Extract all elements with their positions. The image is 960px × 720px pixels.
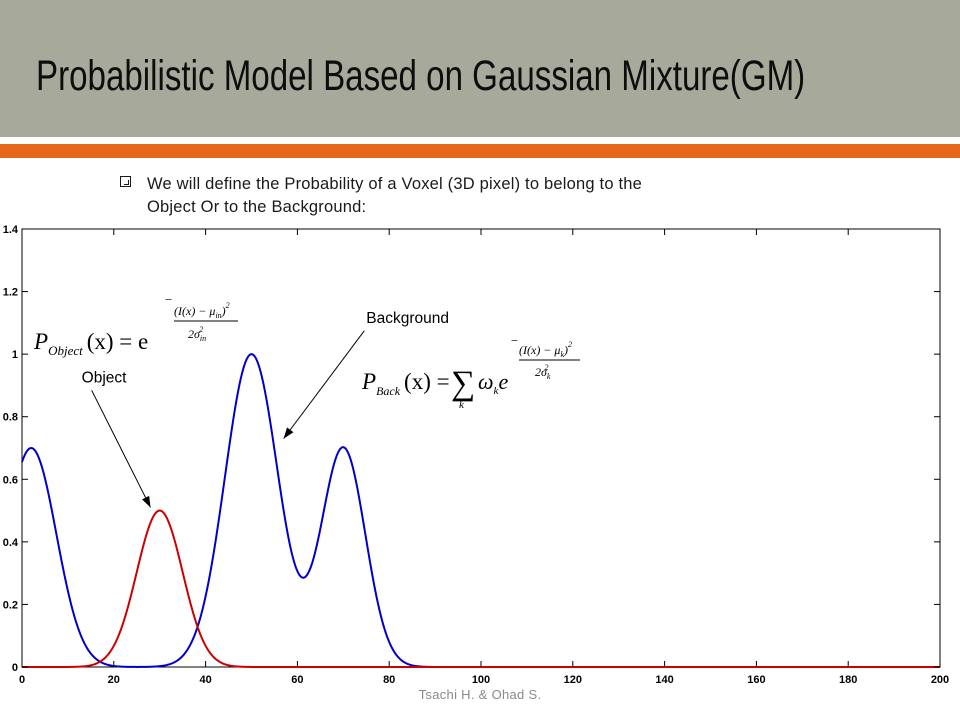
background-formula-lhs-sub: Back [376,384,401,398]
svg-text:−: − [164,292,173,307]
svg-text:−: − [510,333,519,348]
bullet-text-line2: Object Or to the Background: [147,198,367,216]
y-tick-label: 0.4 [3,537,19,549]
plot-frame [21,228,941,668]
object-formula-numerator: (I(x) − μ [174,304,215,318]
x-tick-label: 40 [199,674,211,686]
y-tick-label: 0 [12,662,18,674]
x-tick-label: 0 [19,674,25,686]
footer-credit: Tsachi H. & Ohad S. [418,687,542,702]
object-formula-denominator-square: 2 [199,325,203,334]
background-formula-lhs: P [361,369,376,394]
annotation-arrowhead [283,427,294,439]
x-tick-label: 120 [564,674,582,686]
svg-text:ωke: ωke [478,369,508,397]
object-formula-minus: − [164,292,173,307]
object-formula-denominator-sub: in [200,334,206,343]
axis-ticks: 0 20 40 60 80 100 120 140 160 180 200 0 0.2 0.4 0.6 0.8… [3,224,949,686]
background-formula-weight-sub: k [494,385,500,397]
background-formula-minus: − [510,333,519,348]
object-annotation: Object [82,369,127,386]
svg-text:k: k [459,399,465,411]
object-formula-numerator-sub: in [215,311,221,320]
accent-bar [0,144,960,158]
annotation-arrow [91,390,151,508]
x-tick-label: 200 [931,674,949,686]
object-formula: PObject (x) = e − (I(x) − μin)2 2σin2 [33,292,238,358]
background-formula-numerator-sub: k [560,350,564,359]
background-formula-denominator-square: 2 [544,363,548,372]
y-tick-label: 1.2 [3,287,18,299]
y-tick-label: 0.6 [3,474,18,486]
object-formula-numerator-square: 2 [226,301,230,310]
x-tick-label: 180 [839,674,857,686]
svg-text:PBack(x) =: PBack (x) = [361,369,450,398]
background-formula-weight: ω [478,369,494,394]
title-divider [0,137,960,144]
y-tick-label: 0.8 [3,412,18,424]
y-tick-label: 1.4 [3,224,19,236]
plot-annotations: Background Object [82,310,449,508]
slide-title: Probabilistic Model Based on Gaussian Mi… [36,52,806,100]
x-tick-label: 80 [383,674,395,686]
x-tick-label: 60 [291,674,303,686]
svg-text:(I(x) − μin)2: (I(x) − μin)2 [174,301,230,320]
svg-text:PObject(x) = e: PObject (x) = e [33,329,148,358]
background-formula-sum: ∑ [451,365,475,402]
plot-area [21,228,941,668]
background-annotation: Background [366,310,449,327]
checkbox-bullet-icon [120,176,131,187]
y-tick-label: 0.2 [3,599,18,611]
bullet-text-line1: We will define the Probability of a Voxe… [147,175,643,193]
x-tick-label: 140 [655,674,673,686]
object-formula-denominator: 2σ [188,327,201,341]
svg-text:2σin2: 2σin2 [188,325,206,343]
background-formula: PBack (x) = ∑ k ωke − (I(x) − μk)2 2σk2 [361,333,580,411]
object-formula-lhs: P [33,329,48,354]
background-formula-numerator: (I(x) − μ [519,343,560,357]
bullet-text: We will define the Probability of a Voxe… [147,173,837,219]
svg-text:∑: ∑ [451,365,475,402]
x-tick-label: 20 [108,674,120,686]
background-formula-arg: (x) = [404,369,450,394]
background-formula-sum-index: k [459,399,465,411]
svg-text:(I(x) − μk)2: (I(x) − μk)2 [519,340,572,359]
annotation-arrow [283,330,365,439]
x-tick-label: 100 [472,674,490,686]
annotation-arrowhead [142,495,151,508]
object-formula-lhs-sub: Object [48,343,83,358]
svg-text:2σk2: 2σk2 [535,363,551,381]
background-formula-denominator: 2σ [535,365,548,379]
object-formula-arg: (x) = e [87,329,149,354]
object-formula-numerator-tail: ) [221,304,226,318]
background-formula-numerator-tail: ) [563,343,568,357]
background-formula-e: e [498,369,508,394]
x-tick-label: 160 [747,674,765,686]
background-formula-denominator-sub: k [547,372,551,381]
background-formula-numerator-square: 2 [568,340,572,349]
y-tick-label: 1 [12,349,18,361]
title-bar [0,0,960,137]
